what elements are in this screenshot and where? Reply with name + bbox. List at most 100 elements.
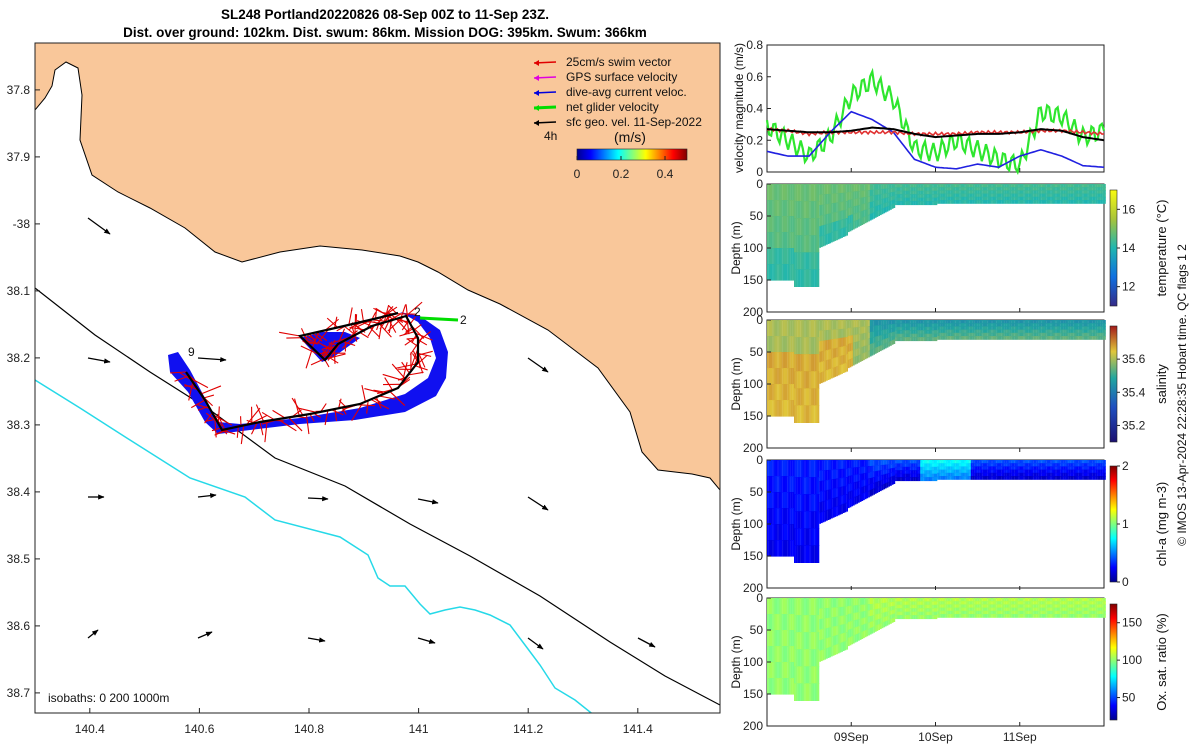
section-cell (965, 598, 968, 602)
section-cell (836, 202, 838, 213)
section-cell (1009, 466, 1012, 471)
section-cell (901, 598, 904, 602)
section-cell (1095, 476, 1098, 480)
section-cell (960, 466, 963, 471)
swim-vector (391, 363, 406, 380)
section-cell (1093, 323, 1096, 327)
section-cell (999, 320, 1002, 324)
section-cell (895, 330, 897, 335)
section-cell (969, 469, 971, 474)
section-cell (1006, 329, 1009, 334)
section-cell (788, 248, 791, 265)
section-cell (1072, 472, 1074, 477)
section-cell (852, 475, 855, 484)
section-cell (858, 320, 860, 328)
section-cell (881, 320, 884, 326)
section-cell (810, 235, 813, 253)
section-cell (866, 338, 869, 346)
map-y-tick-label: 38.7 (7, 686, 31, 700)
section-cell (861, 204, 864, 212)
section-cell (1038, 466, 1041, 471)
section-cell (1077, 323, 1079, 327)
section-cell (1078, 476, 1081, 480)
section-cell (1034, 187, 1037, 191)
section-cell (768, 508, 771, 525)
section-cell (974, 463, 977, 467)
section-cell (947, 604, 950, 609)
section-cell (876, 465, 879, 472)
section-cell (1008, 190, 1010, 195)
section-cell (1063, 200, 1066, 204)
section-cell (960, 332, 963, 337)
section-cell (822, 371, 825, 383)
section-cell (1021, 463, 1024, 467)
section-cell (1016, 598, 1019, 602)
section-cell (932, 477, 934, 482)
section-cell (780, 662, 783, 679)
section-cell (873, 184, 875, 191)
section-cell (1102, 326, 1105, 331)
velocity-y-tick-label: 0.2 (746, 133, 763, 147)
section-cell (797, 460, 800, 478)
section-cell (981, 472, 983, 477)
section-cell (847, 475, 850, 485)
section-cell (777, 248, 779, 265)
section-cell (970, 598, 973, 602)
section-cell (874, 620, 877, 627)
section-cell (1004, 601, 1007, 605)
section-cell (970, 463, 973, 467)
swim-vector (375, 396, 382, 409)
section-cell (797, 545, 800, 563)
section-cell (772, 216, 774, 233)
section-cell (817, 632, 820, 650)
section-cell (1008, 323, 1010, 327)
section-cell (1102, 190, 1105, 195)
section-cell (852, 497, 855, 506)
section-cell (888, 197, 891, 202)
section-cell (866, 485, 869, 492)
glider-track: 2 9 2 (168, 301, 467, 445)
section-cell (863, 460, 865, 468)
section-cell (837, 184, 840, 194)
section-cell (785, 662, 788, 679)
section-cell (1026, 601, 1029, 605)
section-cell (790, 368, 793, 385)
section-cell (824, 628, 827, 640)
section-cell (1041, 472, 1044, 477)
section-cell (881, 479, 884, 486)
section-cell (1065, 472, 1067, 477)
section-cell (807, 649, 810, 667)
section-cell (1097, 196, 1100, 201)
section-cell (992, 196, 995, 201)
section-cell (820, 215, 823, 227)
section-cell (783, 492, 786, 509)
section-cell (1060, 476, 1062, 480)
section-cell (770, 678, 773, 695)
section-cell (795, 354, 798, 372)
section-cell (1063, 466, 1066, 471)
section-cell (1050, 329, 1052, 334)
section-cell (807, 545, 810, 563)
depth-tick-label: 150 (743, 273, 763, 287)
section-cell (1104, 200, 1106, 204)
section-cell (827, 339, 830, 351)
section-cell (1018, 326, 1020, 331)
section-cell (794, 184, 796, 202)
section-cell (928, 190, 931, 195)
section-cell (935, 463, 938, 468)
section-cell (836, 506, 838, 517)
section-cell (1018, 466, 1020, 471)
section-cell (827, 359, 830, 371)
section-cell (1056, 326, 1059, 331)
section-cell (864, 345, 867, 353)
section-cell (849, 613, 852, 622)
section-cell (923, 601, 926, 606)
section-cell (917, 477, 919, 482)
section-cell (817, 649, 820, 667)
section-cell (884, 598, 887, 604)
section-cell (1019, 193, 1022, 198)
section-cell (812, 666, 815, 684)
section-cell (1075, 320, 1078, 324)
section-cell (820, 225, 823, 237)
section-cell (842, 606, 845, 616)
